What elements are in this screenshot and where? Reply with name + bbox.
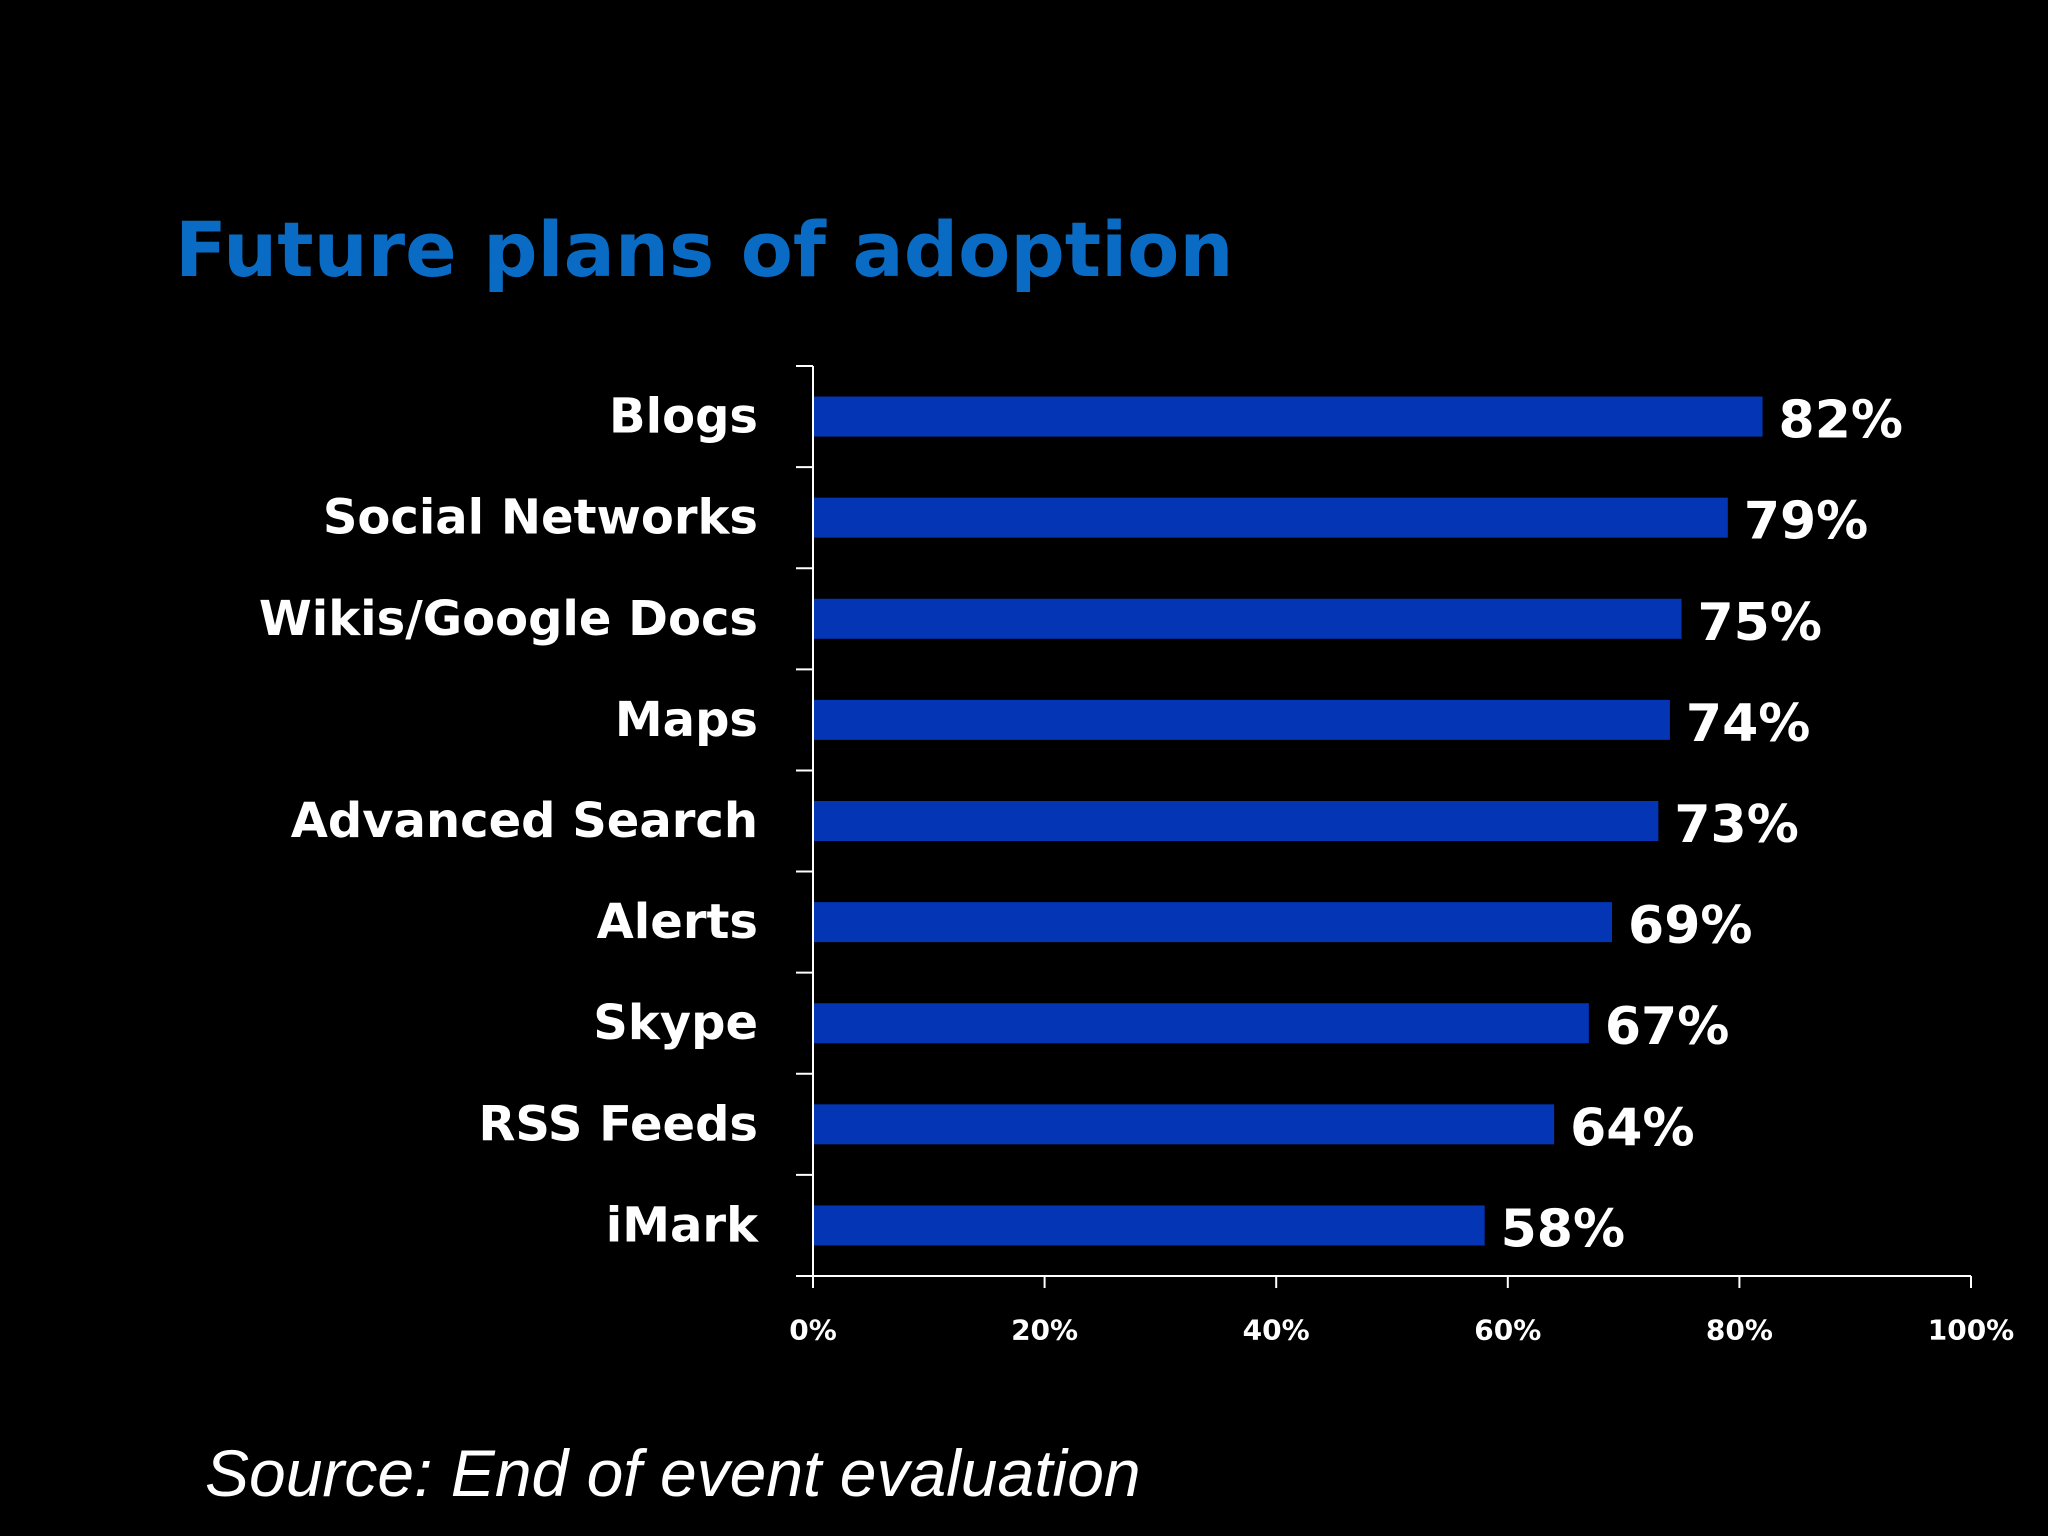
category-label-6: Skype (593, 995, 758, 1051)
data-label-5: 69% (1628, 896, 1752, 956)
axis-layer (796, 365, 1972, 1288)
bar-2 (813, 598, 1682, 639)
category-label-5: Alerts (597, 894, 758, 950)
data-label-7: 64% (1570, 1098, 1694, 1158)
x-tick-label-0: 0% (789, 1314, 837, 1347)
data-label-4: 73% (1674, 795, 1798, 855)
labels-layer: Blogs 82% Social Networks 79% Wikis/Google D… (259, 389, 2014, 1347)
x-tick-label-2: 40% (1243, 1314, 1310, 1347)
bar-3 (813, 699, 1670, 740)
x-tick-label-3: 60% (1474, 1314, 1541, 1347)
category-label-4: Advanced Search (291, 793, 758, 849)
data-label-3: 74% (1686, 694, 1810, 754)
category-label-0: Blogs (609, 389, 758, 445)
bar-7 (813, 1104, 1555, 1145)
data-label-6: 67% (1605, 997, 1729, 1057)
bar-1 (813, 497, 1728, 538)
x-tick-label-5: 100% (1928, 1314, 2015, 1347)
bar-4 (813, 801, 1659, 841)
data-label-8: 58% (1501, 1199, 1625, 1259)
data-label-0: 82% (1779, 391, 1903, 451)
bars-layer (813, 396, 1763, 1246)
category-label-3: Maps (615, 692, 758, 748)
x-tick-label-1: 20% (1011, 1314, 1078, 1347)
data-label-1: 79% (1744, 492, 1868, 552)
bar-5 (813, 902, 1613, 943)
chart-title: Future plans of adoption (175, 205, 1234, 294)
category-label-7: RSS Feeds (478, 1096, 758, 1152)
data-label-2: 75% (1698, 593, 1822, 653)
bar-6 (813, 1003, 1589, 1044)
bar-0 (813, 396, 1763, 437)
x-tick-label-4: 80% (1706, 1314, 1773, 1347)
category-label-2: Wikis/Google Docs (259, 591, 758, 647)
category-label-1: Social Networks (323, 490, 758, 546)
category-label-8: iMark (606, 1197, 759, 1253)
bar-8 (813, 1205, 1485, 1246)
source-note: Source: End of event evaluation (205, 1436, 1141, 1510)
